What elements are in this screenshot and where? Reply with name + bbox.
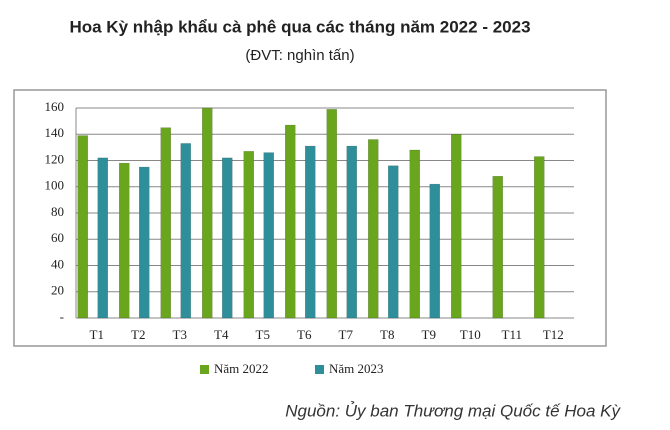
x-tick-label: T7 [339,327,354,342]
x-tick-label: T9 [422,327,436,342]
chart-title: Hoa Kỳ nhập khẩu cà phê qua các tháng nă… [69,17,530,36]
y-tick-label: 80 [51,204,64,219]
bar [346,145,357,319]
bar [222,157,233,319]
bar [534,156,545,319]
bar [492,176,503,319]
bar [139,166,150,319]
chart-subtitle: (ĐVT: nghìn tấn) [245,47,354,64]
y-tick-label: 160 [45,99,65,114]
legend-label: Năm 2023 [329,361,384,376]
bar [451,134,462,319]
x-tick-label: T3 [173,327,187,342]
x-tick-label: T4 [214,327,229,342]
legend-label: Năm 2022 [214,361,269,376]
y-tick-label: 40 [51,256,64,271]
chart-frame [13,89,607,347]
source-note: Nguồn: Ủy ban Thương mại Quốc tế Hoa Kỳ [285,401,621,420]
x-tick-label: T8 [380,327,394,342]
y-tick-label: 20 [51,283,64,298]
y-tick-label: - [60,309,64,324]
bar [409,149,420,319]
bar [305,145,316,319]
bar [263,152,274,319]
x-tick-label: T1 [90,327,104,342]
legend-swatch [315,365,324,374]
y-tick-label: 120 [45,151,65,166]
y-tick-label: 100 [45,178,65,193]
x-tick-label: T11 [502,327,522,342]
bar [160,127,171,319]
bar [119,162,130,319]
bar [388,165,399,319]
bar [326,109,337,319]
x-tick-label: T12 [543,327,564,342]
bar [97,157,108,319]
x-tick-label: T10 [460,327,481,342]
bar [180,143,191,319]
bar [368,139,379,319]
bar [202,107,213,319]
x-tick-label: T6 [297,327,312,342]
bar [77,135,88,319]
x-tick-label: T2 [131,327,145,342]
bar [285,124,296,319]
y-tick-label: 60 [51,230,64,245]
bar [429,183,440,319]
x-tick-label: T5 [256,327,270,342]
bar [243,151,254,319]
legend-swatch [200,365,209,374]
y-tick-label: 140 [45,125,65,140]
